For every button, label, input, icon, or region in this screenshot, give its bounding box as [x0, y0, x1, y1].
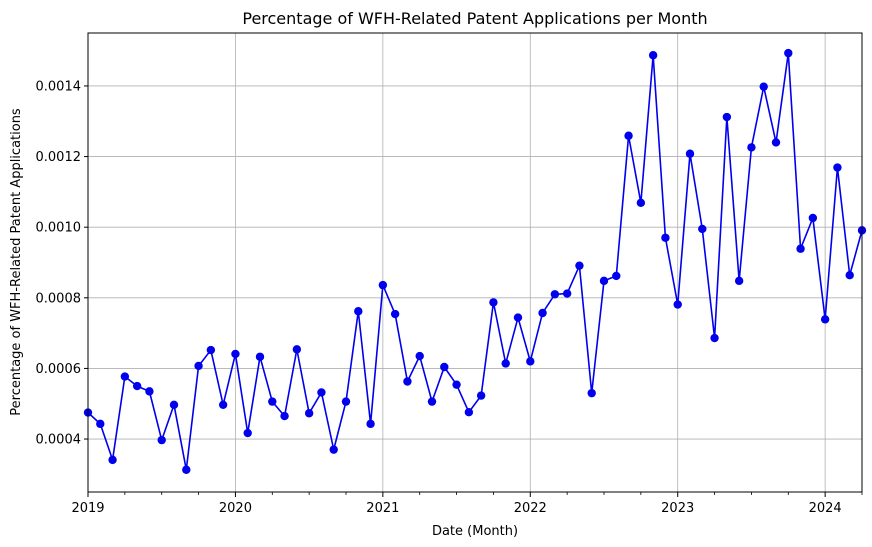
y-tick-label: 0.0008 — [36, 291, 82, 306]
data-point — [612, 271, 621, 281]
data-point — [132, 381, 142, 391]
data-point — [292, 345, 302, 354]
data-point — [661, 233, 670, 242]
x-tick-label: 2019 — [71, 501, 104, 516]
data-point — [452, 380, 461, 389]
data-point — [206, 345, 216, 355]
data-point — [231, 349, 240, 359]
data-point — [501, 359, 510, 368]
plot-frame — [87, 32, 863, 493]
data-point — [624, 131, 633, 140]
data-point — [218, 400, 228, 409]
data-point — [759, 82, 768, 91]
data-point — [550, 290, 560, 299]
data-point — [526, 357, 535, 366]
data-point — [145, 387, 154, 396]
data-point — [440, 362, 449, 372]
y-tick-label: 0.0010 — [36, 221, 82, 236]
data-point — [587, 388, 596, 398]
data-point — [734, 276, 744, 286]
data-point — [538, 308, 547, 318]
chart-title: Percentage of WFH-Related Patent Applica… — [242, 9, 707, 28]
data-point — [96, 419, 105, 429]
data-point — [648, 51, 658, 60]
data-point — [366, 419, 375, 429]
data-point — [845, 271, 854, 280]
data-point — [108, 455, 117, 465]
data-point — [698, 224, 707, 234]
data-point — [476, 391, 486, 400]
data-point — [194, 361, 203, 371]
data-point — [489, 298, 498, 307]
series-layer — [83, 48, 867, 474]
y-tick-label: 0.0014 — [36, 79, 82, 94]
x-tick-label: 2024 — [809, 501, 842, 516]
series-line — [87, 52, 863, 471]
data-point — [304, 409, 314, 418]
x-tick-label: 2021 — [366, 501, 399, 516]
data-point — [341, 397, 351, 406]
data-point — [378, 280, 388, 290]
data-point — [329, 445, 338, 454]
data-point — [354, 307, 363, 316]
y-tick-label: 0.0004 — [36, 433, 82, 448]
y-tick-label: 0.0006 — [36, 362, 82, 377]
x-tick-label: 2020 — [219, 501, 252, 516]
data-point — [722, 112, 732, 122]
data-point — [255, 352, 265, 361]
data-point — [182, 465, 191, 474]
data-point — [796, 244, 805, 253]
data-point — [562, 289, 572, 298]
data-point — [243, 428, 252, 438]
x-axis-title: Date (Month) — [432, 524, 518, 539]
data-point — [427, 397, 437, 406]
data-point — [771, 138, 781, 147]
data-point — [747, 143, 756, 152]
data-point — [685, 149, 695, 158]
data-point — [317, 388, 326, 397]
data-point — [575, 261, 584, 270]
tick-layer: 0.0004 0.0006 0.0008 0.0010 0.0012 0.0014 2019… — [36, 79, 863, 516]
data-point — [464, 408, 474, 417]
data-point — [169, 400, 179, 409]
data-point — [280, 411, 289, 421]
data-point — [120, 372, 130, 381]
data-point — [820, 315, 830, 324]
y-tick-label: 0.0012 — [36, 150, 82, 165]
x-tick-label: 2022 — [514, 501, 547, 516]
data-point — [157, 435, 166, 445]
data-point — [513, 313, 523, 322]
data-point — [673, 300, 682, 309]
y-axis-title: Percentage of WFH-Related Patent Applica… — [9, 108, 24, 416]
data-point — [784, 48, 793, 58]
data-point — [268, 397, 277, 406]
data-point — [599, 276, 609, 286]
x-tick-label: 2023 — [661, 501, 694, 516]
grid-lines — [87, 33, 862, 492]
data-point — [636, 198, 646, 208]
data-point — [833, 163, 842, 172]
data-point — [390, 309, 400, 319]
data-point — [403, 377, 412, 386]
data-point — [710, 333, 719, 343]
data-point — [808, 213, 818, 223]
data-point — [415, 351, 424, 361]
